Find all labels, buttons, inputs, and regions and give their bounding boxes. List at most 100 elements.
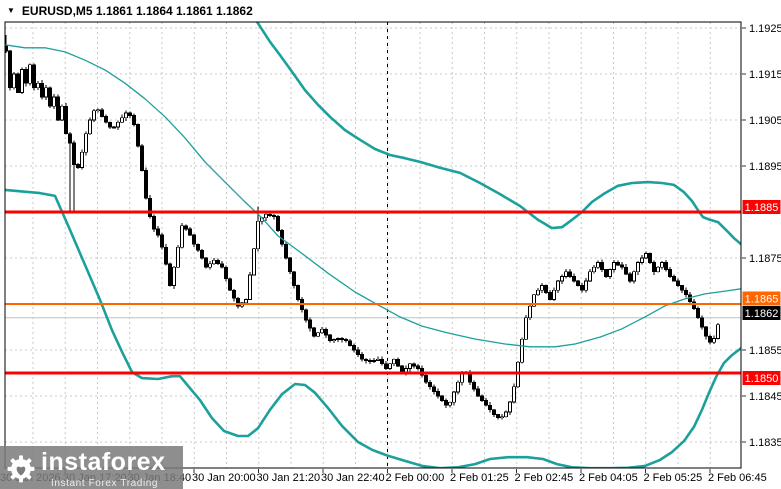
candle-bearish [628, 273, 632, 282]
time-tick-label: 2 Feb 00:00 [386, 472, 445, 484]
symbol-dropdown-icon[interactable]: ▼ [7, 6, 15, 15]
candle-bullish [244, 298, 248, 304]
candle-bullish [20, 69, 24, 93]
candle-bearish [136, 124, 140, 147]
candle-bearish [436, 390, 440, 397]
price-tick-label: 1.1845 [749, 391, 781, 403]
candle-bullish [644, 252, 648, 259]
candle-bullish [372, 359, 376, 362]
candle-bullish [552, 289, 556, 300]
time-tick-label: 2 Feb 01:25 [450, 472, 509, 484]
price-tick-label: 1.1905 [749, 115, 781, 127]
price-badge-1.1885 [742, 200, 781, 214]
candle-bearish [652, 262, 656, 273]
price-badge-1.1865-label: 1.1865 [745, 294, 779, 306]
candle-bearish [360, 354, 364, 360]
candle-bearish [664, 262, 668, 270]
candle-bearish [296, 285, 300, 300]
horizontal-levels [5, 210, 741, 375]
time-tick-label: 2 Feb 05:25 [644, 472, 703, 484]
candle-bearish [576, 280, 580, 286]
candle-bullish [336, 338, 340, 341]
candle-bearish [356, 349, 360, 355]
candle-bearish [156, 228, 160, 236]
candle-bullish [120, 117, 124, 123]
candle-bearish [312, 327, 316, 337]
price-tick-label: 1.1875 [749, 253, 781, 265]
candle-bearish [428, 381, 432, 388]
candle-bullish [640, 257, 644, 263]
candle-bearish [224, 266, 228, 280]
candle-bearish [496, 413, 500, 418]
candle-bearish [204, 257, 208, 268]
symbol-info: ▼ EURUSD,M5 1.1861 1.1864 1.1861 1.1862 [7, 4, 253, 18]
candle-bearish [228, 278, 232, 291]
candle-bearish [676, 280, 680, 286]
candle-bearish [284, 243, 288, 259]
candle-bullish [516, 361, 520, 388]
candle-bullish [80, 151, 84, 168]
candle-bullish [332, 339, 336, 342]
candle-bearish [488, 404, 492, 411]
candle-bearish [8, 50, 12, 89]
candle-bearish [72, 142, 76, 165]
candle-bearish [160, 234, 164, 248]
candle-bearish [348, 340, 352, 346]
candle-bullish [28, 64, 32, 84]
current-price-badge-label: 1.1862 [745, 308, 779, 320]
candlesticks [5, 34, 720, 420]
current-price-badge [742, 306, 781, 320]
candle-bearish [700, 317, 704, 328]
candle-bullish [392, 358, 396, 365]
candle-bearish [668, 269, 672, 277]
candle-bullish [116, 121, 120, 128]
candle-bearish [580, 285, 584, 291]
candle-bullish [36, 82, 40, 89]
candle-bearish [672, 275, 676, 282]
candle-bullish [592, 266, 596, 273]
price-tick-label: 1.1835 [749, 437, 781, 449]
candle-bearish [340, 338, 344, 341]
candle-bullish [388, 363, 392, 369]
candle-bullish [540, 285, 544, 291]
price-tick-label: 1.1855 [749, 345, 781, 357]
candle-bearish [696, 308, 700, 319]
candle-bearish [232, 289, 236, 299]
candle-bullish [316, 332, 320, 337]
candle-bearish [276, 216, 280, 231]
candle-bearish [288, 257, 292, 273]
candle-bearish [484, 400, 488, 406]
candle-bearish [344, 339, 348, 342]
time-tick-label: 30 Jan 21:20 [257, 472, 321, 484]
candle-bullish [124, 112, 128, 119]
time-tick-label: 30 Jan 20:00 [192, 472, 256, 484]
candle-bearish [364, 358, 368, 361]
price-axis[interactable] [742, 22, 781, 468]
candle-bullish [88, 119, 92, 135]
candle-bullish [44, 87, 48, 98]
candle-bearish [680, 285, 684, 291]
chart-plot-area[interactable] [5, 22, 741, 468]
candle-bullish [660, 262, 664, 268]
candle-bearish [308, 319, 312, 329]
candle-bearish [568, 271, 572, 277]
candle-bullish [528, 305, 532, 319]
candle-bullish [612, 262, 616, 270]
candle-bearish [200, 249, 204, 259]
candle-bearish [684, 289, 688, 296]
price-tick-label: 1.1925 [749, 23, 781, 35]
candle-bearish [572, 275, 576, 282]
plot-frame [4, 21, 742, 469]
candle-bearish [548, 292, 552, 300]
candle-bullish [520, 338, 524, 363]
candle-bearish [384, 363, 388, 369]
time-tick-label: 30 Jan 22:40 [321, 472, 385, 484]
candle-bullish [536, 289, 540, 296]
price-tick-label: 1.1915 [749, 69, 781, 81]
price-badges: 1.1885 1.1865 1.1850 1.1862 [742, 200, 781, 385]
candle-bullish [12, 73, 16, 89]
candle-bearish [104, 116, 108, 123]
watermark-brand: instaforex [41, 448, 166, 476]
candle-bearish [616, 262, 620, 266]
